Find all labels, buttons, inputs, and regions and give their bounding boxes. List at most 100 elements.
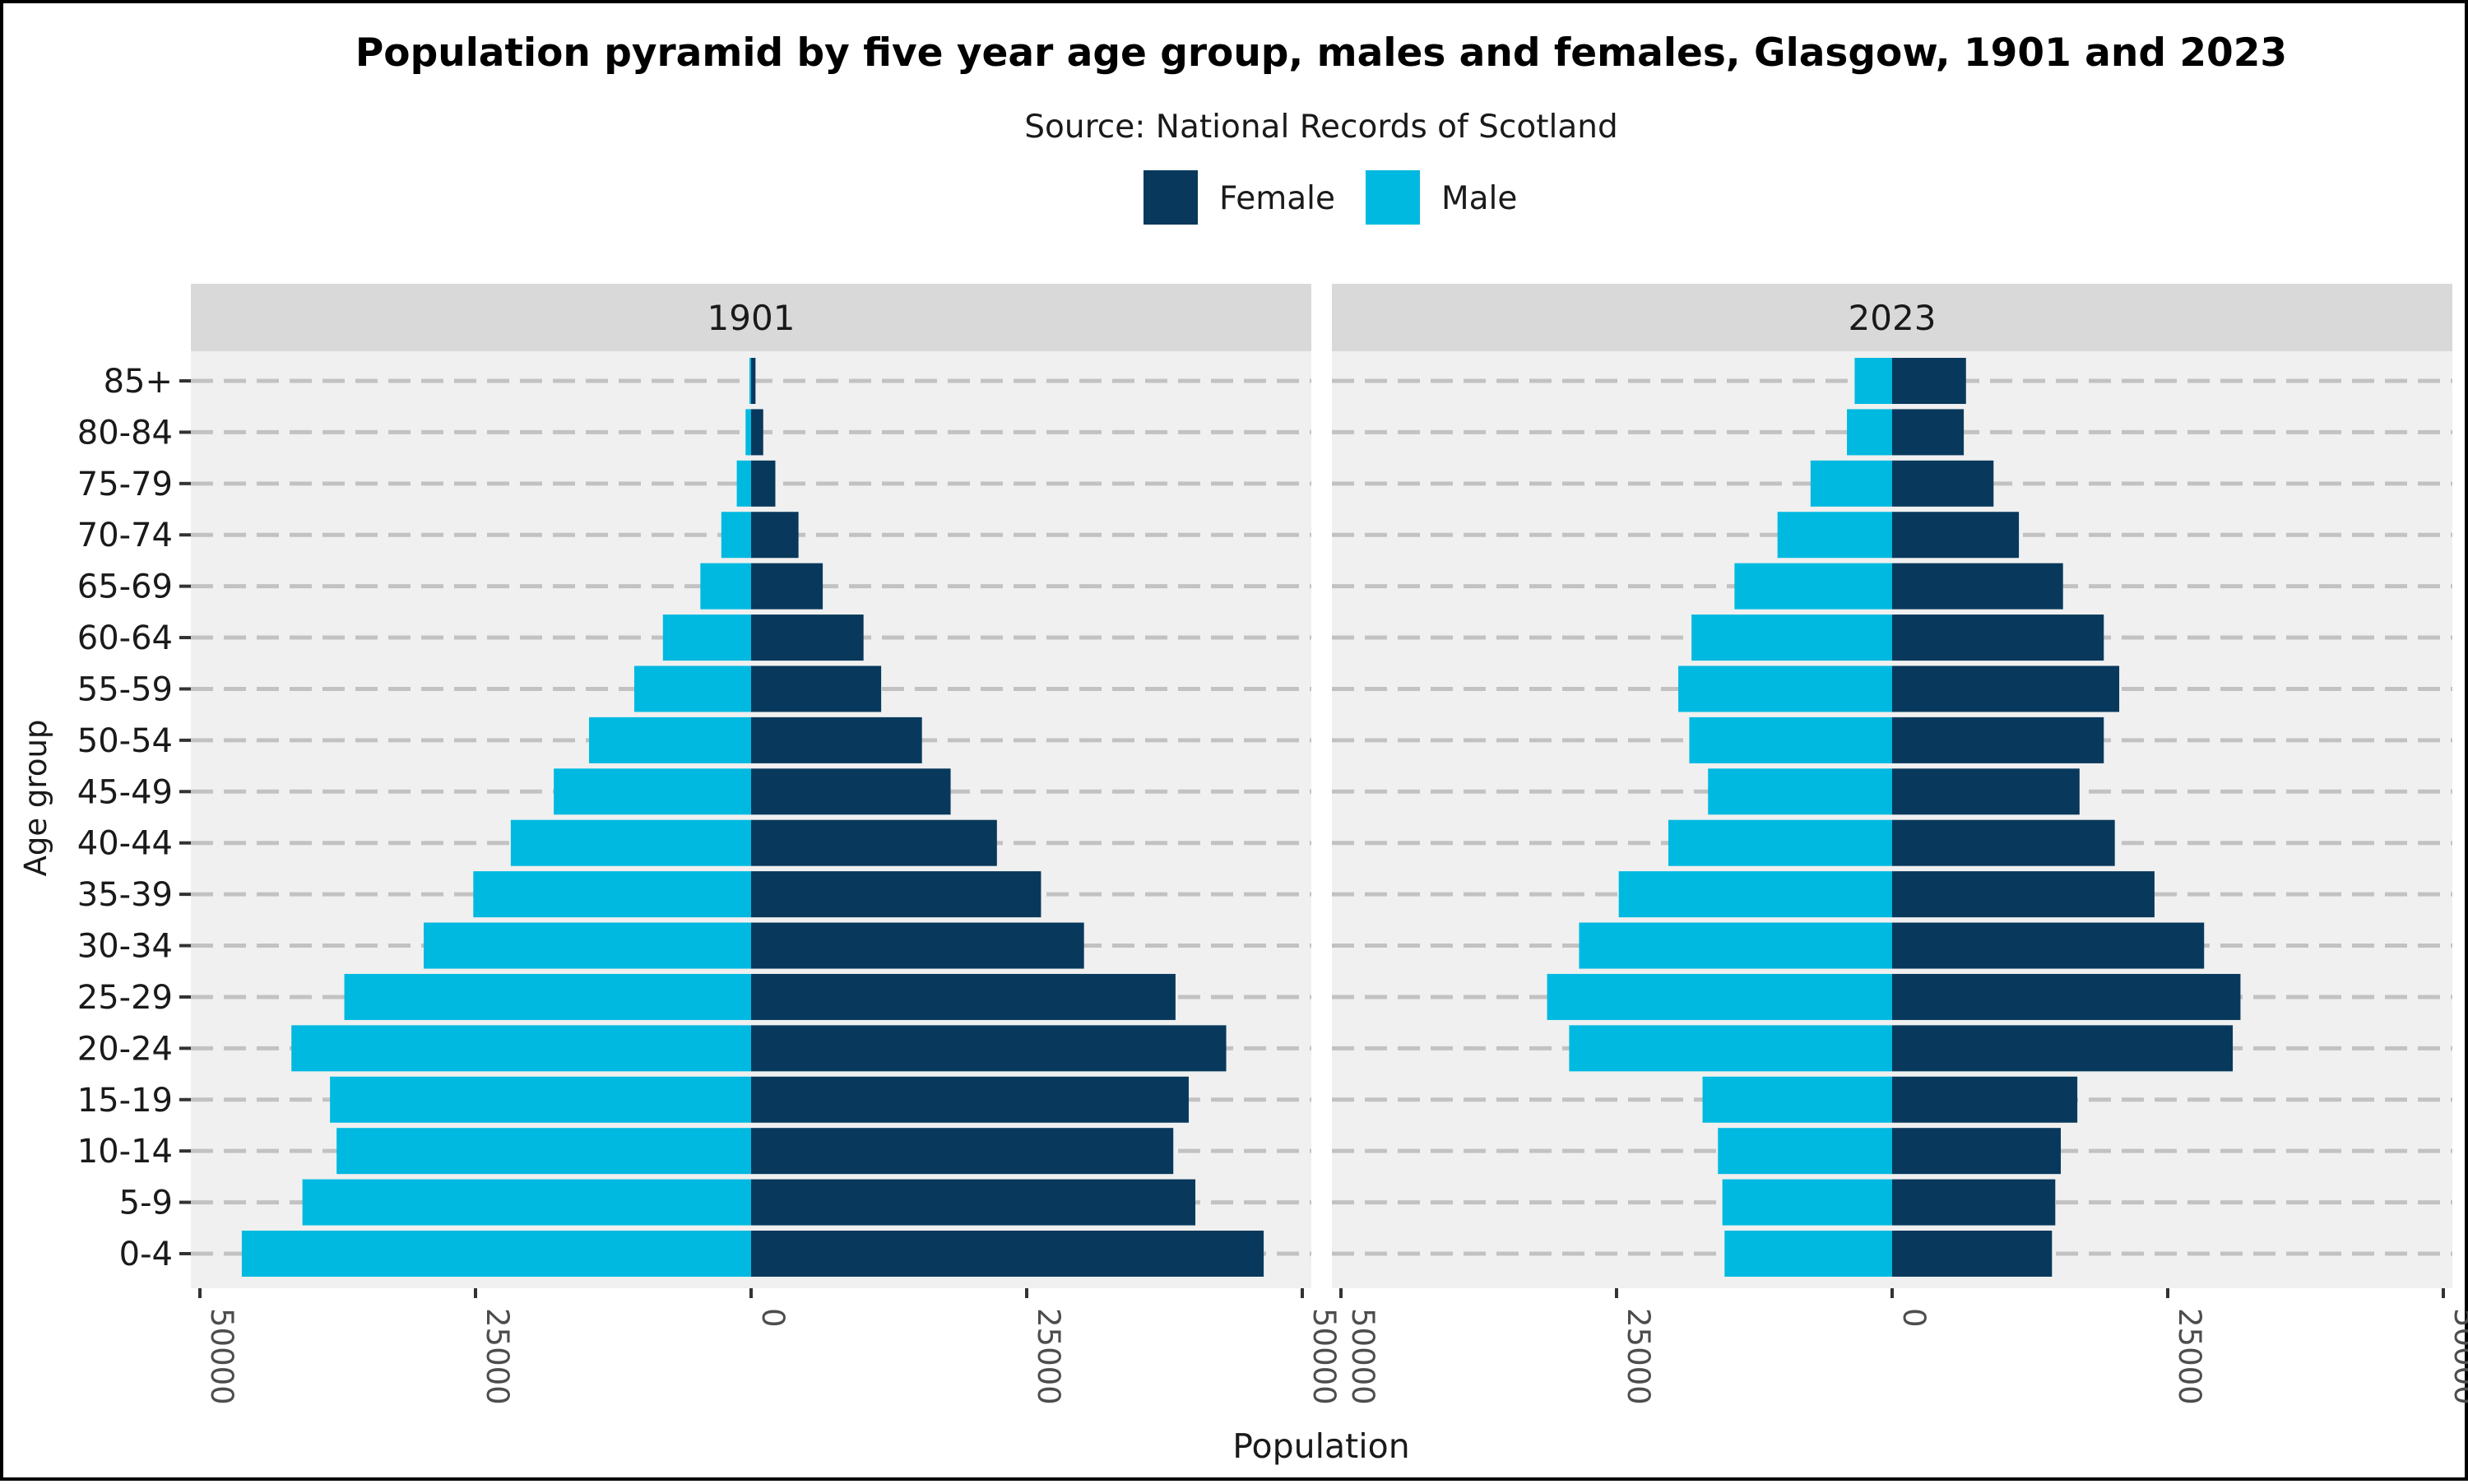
legend-swatch-male: [1366, 170, 1420, 225]
bar-1901-female-70-74: [751, 512, 799, 559]
y-tick-label: 55-59: [77, 670, 173, 708]
bar-1901-female-25-29: [751, 973, 1176, 1020]
bar-1901-male-5-9: [302, 1179, 751, 1226]
bar-2023-female-40-44: [1892, 819, 2115, 866]
bar-2023-male-30-34: [1579, 922, 1892, 969]
bar-1901-male-50-54: [589, 716, 751, 763]
bar-2023-female-50-54: [1892, 716, 2104, 763]
legend-label-female: Female: [1219, 180, 1335, 217]
y-tick-label: 20-24: [77, 1030, 173, 1068]
bar-1901-female-45-49: [751, 768, 951, 815]
bar-1901-male-55-59: [633, 665, 751, 712]
bar-1901-male-75-79: [736, 460, 751, 507]
bar-1901-male-65-69: [700, 563, 751, 610]
legend-label-male: Male: [1441, 180, 1517, 217]
bar-2023-male-65-69: [1734, 563, 1892, 610]
bar-2023-female-75-79: [1892, 460, 1994, 507]
bar-2023-male-35-39: [1618, 871, 1892, 918]
bar-1901-female-40-44: [751, 819, 997, 866]
bar-2023-male-0-4: [1724, 1231, 1892, 1277]
bar-2023-female-0-4: [1892, 1231, 2053, 1277]
bar-2023-male-40-44: [1668, 819, 1892, 866]
bar-1901-female-15-19: [751, 1076, 1189, 1123]
bar-2023-male-45-49: [1708, 768, 1892, 815]
bar-1901-female-10-14: [751, 1128, 1174, 1175]
panel-strip-label: 1901: [707, 298, 796, 338]
x-tick-label: 25000: [1621, 1308, 1656, 1405]
bar-1901-male-35-39: [473, 871, 751, 918]
y-tick-label: 85+: [104, 363, 173, 401]
chart-title: Population pyramid by five year age grou…: [355, 30, 2287, 76]
bar-2023-male-85: [1854, 358, 1892, 404]
bar-1901-female-80-84: [751, 409, 763, 456]
panel-1901: 1901 50000 25000 0 25000 50000: [191, 284, 1342, 1405]
bar-1901-female-75-79: [751, 460, 776, 507]
y-tick-label: 45-49: [77, 773, 173, 811]
bar-1901-female-85: [751, 358, 756, 404]
x-axis-title: Population: [1232, 1426, 1409, 1466]
bar-2023-female-65-69: [1892, 563, 2063, 610]
y-tick-label: 60-64: [77, 619, 173, 657]
panel-strip-label: 2023: [1849, 298, 1937, 338]
y-tick-label: 75-79: [77, 466, 173, 503]
bar-1901-male-20-24: [291, 1025, 752, 1072]
bar-2023-female-25-29: [1892, 973, 2241, 1020]
bar-2023-male-75-79: [1810, 460, 1892, 507]
bar-2023-male-5-9: [1722, 1179, 1892, 1226]
y-tick-label: 65-69: [77, 568, 173, 606]
y-tick-label: 5-9: [119, 1185, 173, 1222]
x-tick-label: 25000: [1031, 1308, 1066, 1405]
y-tick-label: 35-39: [77, 876, 173, 914]
bar-1901-female-55-59: [751, 665, 882, 712]
x-tick-label: 25000: [2172, 1308, 2207, 1405]
bar-2023-male-70-74: [1777, 512, 1892, 559]
bar-2023-female-55-59: [1892, 665, 2120, 712]
bar-1901-male-60-64: [662, 614, 751, 661]
bar-2023-male-50-54: [1689, 716, 1892, 763]
y-tick-label: 10-14: [77, 1133, 173, 1171]
bar-1901-female-5-9: [751, 1179, 1196, 1226]
bar-1901-male-45-49: [554, 768, 751, 815]
y-tick-label: 0-4: [119, 1236, 173, 1273]
y-axis-title: Age group: [18, 720, 53, 877]
y-tick-label: 15-19: [77, 1082, 173, 1120]
y-tick-label: 80-84: [77, 414, 173, 452]
y-axis: 0-4 5-9 10-14 15-19 20-24 25-29 30-34 35-39 40-4…: [77, 363, 191, 1273]
bar-2023-female-85: [1892, 358, 1966, 404]
population-pyramid-chart: Population pyramid by five year age grou…: [18, 30, 2468, 1466]
bar-1901-male-70-74: [721, 512, 751, 559]
bar-2023-female-70-74: [1892, 512, 2020, 559]
panel-2023: 2023 50000 25000 0 25000 50000: [1332, 284, 2468, 1405]
bar-2023-male-60-64: [1691, 614, 1892, 661]
bar-2023-male-20-24: [1569, 1025, 1892, 1072]
legend: Female Male: [1144, 170, 1517, 225]
bar-1901-female-35-39: [751, 871, 1041, 918]
y-tick-label: 40-44: [77, 825, 173, 863]
panel-strip: [191, 284, 1311, 351]
chart-subtitle: Source: National Records of Scotland: [1024, 109, 1617, 146]
y-tick-label: 50-54: [77, 722, 173, 760]
y-tick-label: 25-29: [77, 979, 173, 1017]
bar-1901-female-60-64: [751, 614, 864, 661]
bar-1901-female-0-4: [751, 1231, 1264, 1277]
bar-1901-female-30-34: [751, 922, 1084, 969]
bar-1901-male-15-19: [330, 1076, 751, 1123]
x-tick-label: 50000: [204, 1308, 239, 1405]
bar-2023-female-5-9: [1892, 1179, 2056, 1226]
x-tick-label: 50000: [1345, 1308, 1380, 1405]
bar-2023-male-25-29: [1547, 973, 1892, 1020]
panels: 1901 50000 25000 0 25000 50000 2023 50000 25000 0…: [77, 284, 2468, 1405]
y-tick-label: 30-34: [77, 928, 173, 966]
bar-1901-male-10-14: [336, 1128, 751, 1175]
bar-2023-male-80-84: [1847, 409, 1892, 456]
bar-1901-female-65-69: [751, 563, 823, 610]
bar-2023-male-55-59: [1678, 665, 1892, 712]
bar-1901-male-80-84: [745, 409, 751, 456]
bar-2023-female-30-34: [1892, 922, 2205, 969]
bar-2023-female-35-39: [1892, 871, 2155, 918]
bar-1901-female-20-24: [751, 1025, 1227, 1072]
bar-1901-female-50-54: [751, 716, 922, 763]
panel-strip: [1332, 284, 2452, 351]
bar-1901-male-0-4: [241, 1231, 751, 1277]
